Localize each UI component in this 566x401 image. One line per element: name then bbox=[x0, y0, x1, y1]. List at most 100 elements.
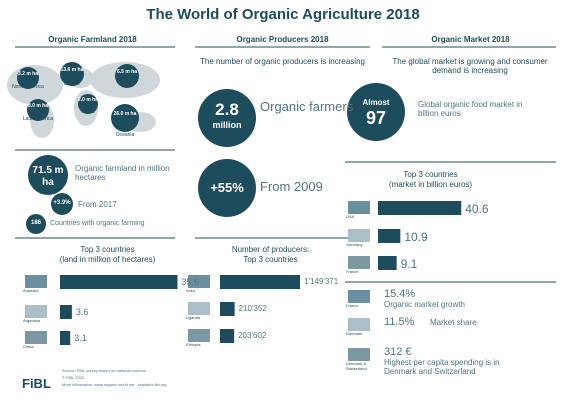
group-heading: (land in million of hectares) bbox=[59, 255, 156, 264]
fact-value: 11.5% bbox=[384, 316, 415, 328]
region-name: Europe bbox=[63, 81, 81, 87]
value-label: 203'602 bbox=[238, 331, 267, 340]
fact-label: Organic market growth bbox=[384, 300, 465, 309]
label: From 2017 bbox=[78, 200, 117, 209]
label: Countries with organic farming bbox=[50, 220, 145, 227]
bar bbox=[378, 229, 401, 243]
logo: FiBL bbox=[22, 376, 51, 391]
section-heading: Organic Market 2018 bbox=[431, 35, 510, 44]
flag bbox=[348, 256, 370, 269]
flag bbox=[188, 275, 210, 288]
badge bbox=[198, 159, 256, 217]
country-name: Denmark bbox=[346, 331, 363, 336]
region-value: 6.5 m ha bbox=[116, 69, 137, 75]
country-name: China bbox=[23, 344, 34, 349]
region-value: 3.2 m ha bbox=[17, 71, 38, 77]
label: The number of organic producers is incre… bbox=[200, 57, 365, 66]
stat-value: 2.8 bbox=[215, 100, 239, 119]
value-label: 35.6 bbox=[181, 277, 199, 287]
bar bbox=[60, 331, 71, 345]
badge bbox=[198, 89, 256, 147]
flag bbox=[25, 305, 47, 318]
country-name: Germany bbox=[346, 242, 363, 247]
flag bbox=[188, 329, 210, 342]
value-label: 40.6 bbox=[465, 202, 489, 216]
group-heading: (market in billion euros) bbox=[388, 180, 473, 189]
country-name: Uganda bbox=[186, 315, 201, 320]
label: The global market is growing and consume… bbox=[392, 57, 548, 76]
bar bbox=[378, 256, 397, 270]
bar bbox=[220, 275, 300, 289]
stat-value: +55% bbox=[210, 180, 244, 195]
bar bbox=[378, 201, 462, 215]
flag bbox=[25, 331, 47, 344]
bar bbox=[220, 302, 235, 316]
label: From 2009 bbox=[260, 179, 323, 194]
flag bbox=[25, 275, 47, 288]
country-name: Ethiopia bbox=[186, 342, 201, 347]
label: Organic farmland in million hectares bbox=[75, 164, 170, 183]
region-name: Oceania bbox=[115, 132, 135, 138]
country-name: USA bbox=[346, 214, 355, 219]
badge bbox=[17, 67, 39, 89]
section-heading: Organic Farmland 2018 bbox=[48, 35, 137, 44]
group-heading: Top 3 countries bbox=[403, 170, 458, 179]
value-label: 3.1 bbox=[74, 333, 87, 343]
flag bbox=[348, 348, 370, 361]
info: More information: www.organic-world.net … bbox=[62, 382, 167, 387]
value-label: 1'149'371 bbox=[304, 277, 339, 286]
fact-label: Market share bbox=[430, 318, 477, 327]
flag bbox=[348, 290, 370, 303]
region-value: 8.0 m ha bbox=[27, 103, 48, 109]
badge bbox=[51, 193, 73, 215]
flag bbox=[348, 229, 370, 242]
region-name: Latin America bbox=[22, 116, 54, 122]
flag bbox=[188, 302, 210, 315]
value-label: 9.1 bbox=[400, 257, 418, 271]
country-name: Denmark & Switzerland bbox=[346, 361, 367, 371]
region-value: 13.6 m ha bbox=[60, 67, 84, 73]
stat-value: +3.9% bbox=[53, 200, 71, 206]
badge bbox=[28, 155, 68, 195]
country-name: Argentina bbox=[23, 318, 41, 323]
badge bbox=[26, 214, 46, 234]
fact-value: 15.4% bbox=[384, 288, 416, 300]
region-value: 26.0 m ha bbox=[113, 111, 137, 117]
region-name: Asia bbox=[122, 83, 132, 89]
badge bbox=[78, 94, 98, 114]
source: Source: FiBL survey based on national so… bbox=[62, 368, 146, 373]
stat-value: 71.5 m ha bbox=[32, 165, 64, 188]
label: Global organic food market in billion eu… bbox=[418, 100, 523, 119]
badge bbox=[27, 99, 49, 121]
group-heading: Top 3 countries bbox=[80, 245, 135, 254]
badge bbox=[111, 104, 139, 132]
section-heading: Organic Producers 2018 bbox=[236, 35, 329, 44]
region-value: 2.0 m ha bbox=[78, 97, 99, 103]
bar bbox=[220, 329, 235, 343]
flag bbox=[348, 318, 370, 331]
region-name: North America bbox=[12, 84, 44, 90]
stat-value: million bbox=[212, 120, 242, 130]
flag bbox=[348, 201, 370, 214]
badge bbox=[347, 83, 405, 141]
fact-value: 312 € bbox=[384, 346, 412, 358]
group-heading: Number of producers: bbox=[231, 245, 310, 254]
bar bbox=[60, 275, 178, 289]
country-name: Australia bbox=[23, 288, 39, 293]
country-name: France bbox=[346, 303, 359, 308]
group-heading: Top 3 countries bbox=[243, 255, 298, 264]
copyright: © FiBL 2020 bbox=[62, 375, 85, 380]
page-title: The World of Organic Agriculture 2018 bbox=[146, 6, 420, 23]
bar bbox=[60, 305, 72, 319]
country-name: France bbox=[346, 269, 359, 274]
stat-value: Almost bbox=[362, 98, 390, 107]
country-name: India bbox=[186, 288, 195, 293]
stat-value: 97 bbox=[365, 108, 387, 128]
badge bbox=[115, 64, 139, 88]
fact-label: Highest per capita spending is in Denmar… bbox=[384, 358, 500, 377]
label: Organic farmers bbox=[260, 99, 354, 114]
stat-value: 186 bbox=[30, 220, 41, 226]
region-name: Africa bbox=[81, 109, 95, 115]
